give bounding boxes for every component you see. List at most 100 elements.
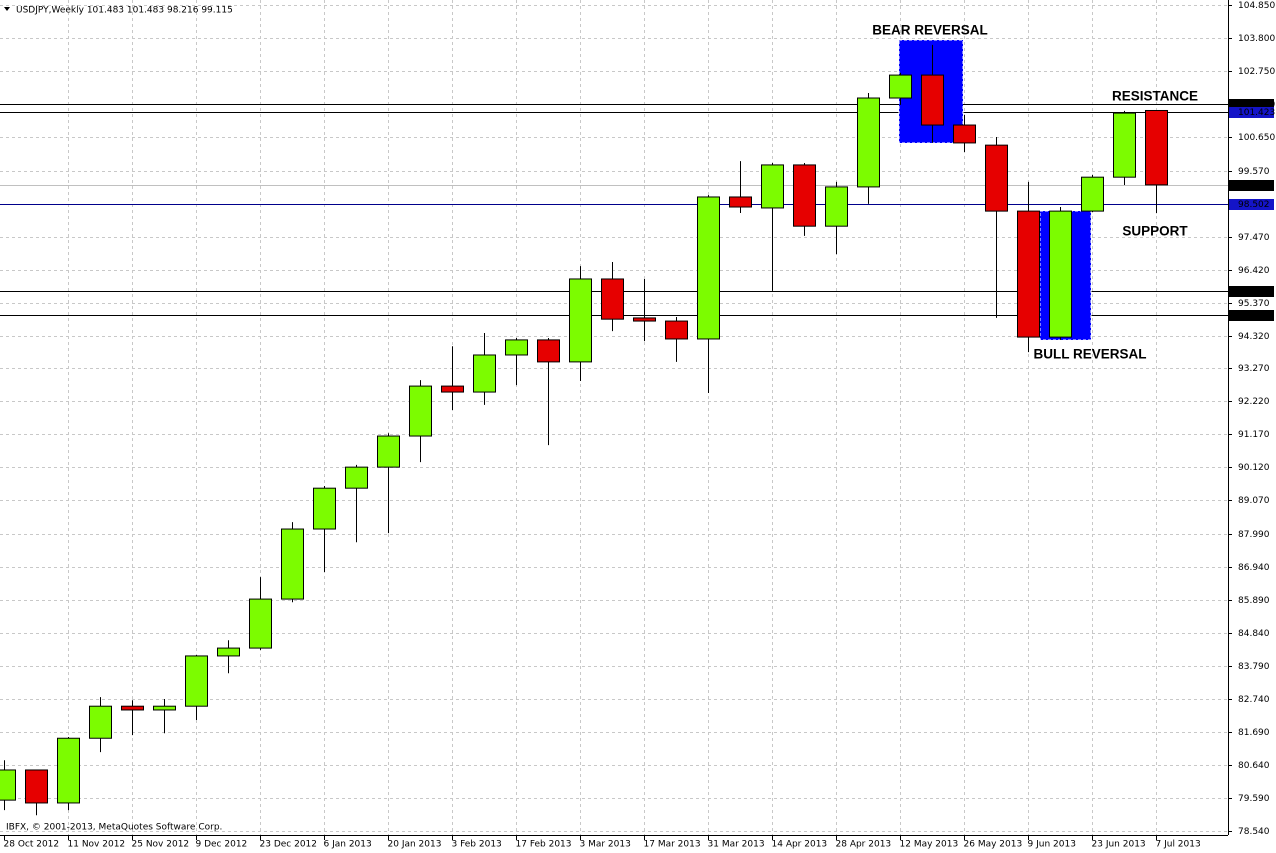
- x-tick-label: 28 Apr 2013: [836, 840, 892, 850]
- candle-body: [857, 97, 880, 188]
- level-label-bg: [1229, 199, 1274, 210]
- axes: [0, 0, 1229, 836]
- candle-body: [57, 737, 80, 804]
- level-label: 95.730: [1238, 287, 1270, 297]
- level-label: 101.423: [1238, 108, 1275, 118]
- annotation: BEAR REVERSAL: [872, 23, 988, 38]
- candle-body: [409, 385, 432, 437]
- y-tick-label: 84.840: [1238, 629, 1270, 639]
- x-tick-label: 28 Oct 2012: [4, 840, 60, 850]
- candle-body: [217, 647, 240, 657]
- x-tick-label: 25 Nov 2012: [132, 840, 190, 850]
- menu-triangle: [4, 7, 10, 11]
- candle-body: [697, 196, 720, 340]
- candle-body: [569, 278, 592, 363]
- y-tick-label: 103.800: [1238, 34, 1275, 44]
- level-label-bg: [1229, 180, 1274, 191]
- y-tick-label: 92.220: [1238, 397, 1270, 407]
- x-tick-label: 12 May 2013: [900, 840, 959, 850]
- candle-body: [601, 278, 624, 320]
- y-tick-label: 83.790: [1238, 662, 1270, 672]
- x-tick-label: 11 Nov 2012: [68, 840, 126, 850]
- candle-body: [377, 435, 400, 468]
- candle-body: [761, 164, 784, 209]
- candle-body: [281, 528, 304, 600]
- y-tick-label: 82.740: [1238, 695, 1270, 705]
- candle-body: [0, 769, 16, 801]
- candle-body: [921, 74, 944, 126]
- level-label: 101.690: [1238, 100, 1275, 110]
- y-tick-label: 104.850: [1238, 1, 1275, 11]
- level-label: 98.502: [1238, 200, 1270, 210]
- candle-body: [313, 487, 336, 530]
- candle-body: [953, 124, 976, 144]
- y-tick-label: 99.570: [1238, 167, 1270, 177]
- level-label-bg: [1229, 99, 1274, 110]
- x-tick-label: 9 Jun 2013: [1028, 840, 1076, 850]
- annotation: BULL REVERSAL: [1033, 347, 1146, 362]
- candle-body: [537, 339, 560, 363]
- level-label: 99.115: [1238, 181, 1270, 191]
- x-tick-label: 6 Jan 2013: [324, 840, 372, 850]
- x-tick-label: 3 Feb 2013: [452, 840, 502, 850]
- y-tick-label: 87.990: [1238, 530, 1270, 540]
- y-tick-label: 94.320: [1238, 332, 1270, 342]
- y-tick-label: 96.420: [1238, 266, 1270, 276]
- candle-body: [889, 74, 912, 99]
- candle-body: [505, 339, 528, 356]
- candle-body: [121, 705, 144, 711]
- x-tick-label: 17 Feb 2013: [516, 840, 572, 850]
- y-tick-label: 93.270: [1238, 364, 1270, 374]
- x-tick-label: 31 Mar 2013: [708, 840, 765, 850]
- level-label-bg: [1229, 286, 1274, 297]
- candle-body: [1113, 112, 1136, 178]
- y-tick-label: 89.070: [1238, 496, 1270, 506]
- level-label-bg: [1229, 310, 1274, 321]
- y-tick-label: 80.640: [1238, 761, 1270, 771]
- candle-body: [89, 705, 112, 739]
- y-tick-label: 90.120: [1238, 463, 1270, 473]
- annotation: SUPPORT: [1122, 224, 1188, 239]
- annotation: RESISTANCE: [1112, 89, 1198, 104]
- candle-body: [249, 598, 272, 649]
- candle-body: [473, 354, 496, 393]
- level-label: 94.970: [1238, 311, 1270, 321]
- candle-body: [345, 466, 368, 489]
- candle-body: [185, 655, 208, 707]
- candle-body: [793, 164, 816, 227]
- candle-body: [633, 317, 656, 322]
- y-tick-label: 100.650: [1238, 133, 1275, 143]
- x-tick-label: 7 Jul 2013: [1156, 840, 1201, 850]
- candles: [0, 44, 1168, 816]
- x-tick-label: 17 Mar 2013: [644, 840, 701, 850]
- candle-body: [153, 705, 176, 711]
- x-tick-label: 9 Dec 2012: [196, 840, 248, 850]
- y-tick-label: 85.890: [1238, 596, 1270, 606]
- x-tick-label: 26 May 2013: [964, 840, 1023, 850]
- candle-body: [441, 385, 464, 393]
- candle-body: [729, 196, 752, 208]
- y-tick-label: 95.370: [1238, 299, 1270, 309]
- level-label-bg: [1229, 107, 1274, 118]
- y-tick-label: 91.170: [1238, 430, 1270, 440]
- x-tick-label: 23 Jun 2013: [1092, 840, 1146, 850]
- x-tick-label: 3 Mar 2013: [580, 840, 631, 850]
- x-tick-label: 20 Jan 2013: [388, 840, 442, 850]
- y-tick-label: 81.690: [1238, 728, 1270, 738]
- y-tick-label: 79.590: [1238, 794, 1270, 804]
- x-tick-label: 23 Dec 2012: [260, 840, 318, 850]
- chart-title: USDJPY,Weekly 101.483 101.483 98.216 99.…: [16, 6, 233, 16]
- x-tick-label: 14 Apr 2013: [772, 840, 828, 850]
- candle-body: [1017, 210, 1040, 338]
- candle-body: [665, 320, 688, 340]
- candle-body: [985, 144, 1008, 212]
- y-tick-label: 86.940: [1238, 563, 1270, 573]
- candle-body: [1081, 176, 1104, 212]
- y-tick-label: 102.750: [1238, 67, 1275, 77]
- candle-body: [1145, 109, 1168, 186]
- candle-body: [1049, 210, 1072, 338]
- candle-body: [825, 186, 848, 227]
- labels: 104.850 103.800 102.750 100.650 99.570 97.470…: [4, 1, 1276, 850]
